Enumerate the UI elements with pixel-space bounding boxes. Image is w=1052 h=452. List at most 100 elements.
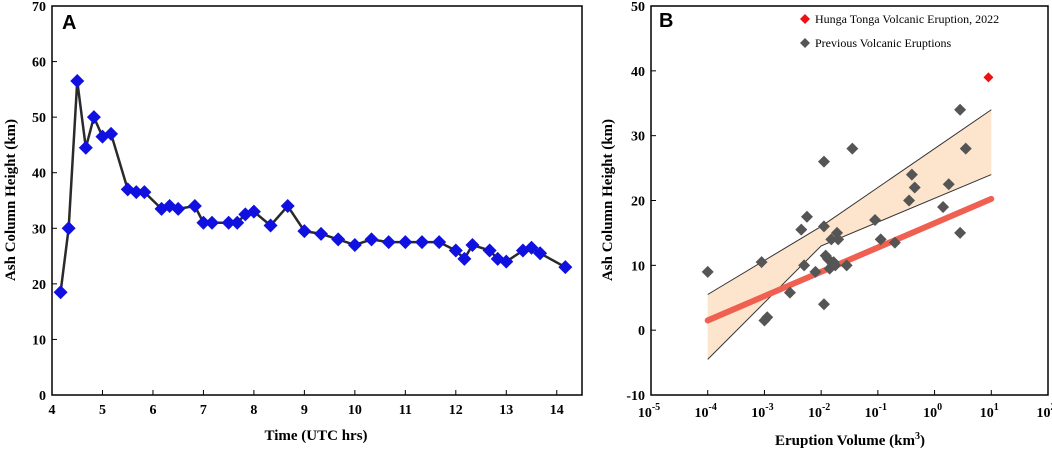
panel-a-data-point <box>263 218 278 233</box>
previous-eruption-point <box>908 181 921 194</box>
legend-label-previous: Previous Volcanic Eruptions <box>815 36 952 50</box>
panel-b-y-tick-label: 40 <box>631 65 645 80</box>
panel-b-y-tick-label: 50 <box>631 0 645 15</box>
panel-a-y-ticks: 0 10 20 30 40 50 60 70 <box>32 0 57 404</box>
panel-a-data-point <box>457 251 472 266</box>
panel-a-x-tick-label: 11 <box>399 403 412 418</box>
panel-a-x-tick-label: 9 <box>301 403 308 418</box>
panel-a-x-tick-label: 7 <box>200 403 207 418</box>
previous-eruption-point <box>798 259 811 272</box>
previous-eruption-point <box>840 259 853 272</box>
panel-a-data-point <box>347 237 362 252</box>
panel-a-data-point <box>533 246 548 261</box>
panel-a-data-point <box>196 215 211 230</box>
panel-a-data-point <box>414 235 429 250</box>
panel-b-y-ticks: -10 0 10 20 30 40 50 <box>626 0 656 404</box>
panel-a-data-point <box>137 185 152 200</box>
panel-a-data-point <box>465 237 480 252</box>
previous-eruption-point <box>817 298 830 311</box>
panel-a-data-point <box>314 226 329 241</box>
panel-a-y-axis-label: Ash Column Height (km) <box>3 119 19 281</box>
panel-a-x-tick-label: 8 <box>250 403 257 418</box>
previous-eruption-points <box>701 103 972 327</box>
panel-b-x-axis-label: Eruption Volume (km3) <box>775 431 925 449</box>
previous-eruption-point <box>869 213 882 226</box>
panel-a-data-point <box>187 199 202 214</box>
previous-eruption-point <box>755 256 768 269</box>
panel-b-x-tick-label: 10-1 <box>865 402 887 421</box>
panel-a-data-point <box>381 235 396 250</box>
panel-a-data-point <box>331 232 346 247</box>
panel-b: B -10 0 10 20 30 40 50 10-5 10-4 10-3 10-2 10-1 100… <box>600 0 1052 449</box>
previous-eruption-point <box>888 236 901 249</box>
panel-a-y-tick-label: 40 <box>32 167 46 182</box>
panel-b-x-tick-label: 102 <box>1037 402 1052 421</box>
confidence-band-lower-edge <box>707 174 992 360</box>
panel-b-y-tick-label: 30 <box>631 130 645 145</box>
previous-eruption-point <box>832 233 845 246</box>
panel-a-data-point <box>205 215 220 230</box>
panel-a-data-point <box>524 240 539 255</box>
panel-a-data-point <box>104 126 119 141</box>
panel-a-x-axis-label: Time (UTC hrs) <box>264 428 367 444</box>
legend-label-hunga-tonga: Hunga Tonga Volcanic Eruption, 2022 <box>815 12 999 26</box>
previous-eruption-point <box>937 200 950 213</box>
previous-eruption-point <box>829 259 842 272</box>
legend-marker-previous <box>800 38 810 48</box>
panel-a-label: A <box>62 12 76 34</box>
panel-a-frame <box>51 5 583 396</box>
panel-a-data-point <box>86 110 101 125</box>
panel-a-data-point <box>398 235 413 250</box>
panel-a-y-tick-label: 70 <box>32 0 46 15</box>
panel-a: A 0 10 20 30 40 50 60 70 4 5 6 7 8 9 10 11 12 13 14 Time … <box>3 0 583 444</box>
panel-a-data-point <box>364 232 379 247</box>
panel-a-data-point <box>61 221 76 236</box>
panel-b-y-tick-label: 10 <box>631 259 645 274</box>
previous-eruption-point <box>825 233 838 246</box>
legend: Hunga Tonga Volcanic Eruption, 2022 Prev… <box>800 12 999 50</box>
panel-a-x-tick-label: 6 <box>149 403 156 418</box>
panel-a-x-tick-label: 10 <box>348 403 362 418</box>
panel-a-data-point <box>221 215 236 230</box>
panel-b-y-tick-label: -10 <box>626 389 645 404</box>
panel-a-data-point <box>53 285 68 300</box>
confidence-band <box>707 109 992 360</box>
previous-eruption-point <box>809 265 822 278</box>
previous-eruption-point <box>942 178 955 191</box>
panel-b-x-tick-label: 100 <box>923 402 942 421</box>
panel-a-data-point <box>448 243 463 258</box>
hunga-tonga-point <box>983 72 994 83</box>
previous-eruption-point <box>783 286 796 299</box>
panel-b-label: B <box>659 10 673 32</box>
panel-a-data-point <box>129 185 144 200</box>
panel-a-data-point <box>297 224 312 239</box>
panel-a-y-tick-label: 10 <box>32 333 46 348</box>
panel-a-y-tick-label: 50 <box>32 111 46 126</box>
panel-a-data-point <box>246 204 261 219</box>
panel-b-x-tick-label: 10-4 <box>695 402 717 421</box>
previous-eruption-point <box>701 265 714 278</box>
panel-a-x-tick-label: 5 <box>99 403 106 418</box>
regression-line <box>704 195 995 324</box>
panel-b-x-tick-label: 101 <box>980 402 999 421</box>
previous-eruption-point <box>800 210 813 223</box>
panel-b-y-axis-label: Ash Column Height (km) <box>600 119 616 281</box>
previous-eruption-point <box>954 103 967 116</box>
panel-a-x-tick-label: 14 <box>550 403 564 418</box>
previous-eruption-point <box>758 314 771 327</box>
panel-b-x-tick-label: 10-5 <box>638 402 660 421</box>
previous-eruption-point <box>874 233 887 246</box>
panel-a-y-tick-label: 30 <box>32 222 46 237</box>
panel-b-y-tick-label: 0 <box>638 324 645 339</box>
panel-a-data-point <box>499 254 514 269</box>
panel-a-y-tick-label: 0 <box>39 389 46 404</box>
panel-a-data-point <box>280 199 295 214</box>
panel-a-data-point <box>482 243 497 258</box>
previous-eruption-point <box>846 142 859 155</box>
previous-eruption-point <box>817 155 830 168</box>
panel-a-data-point <box>230 215 245 230</box>
panel-b-x-tick-label: 10-2 <box>808 402 830 421</box>
previous-eruption-point <box>954 226 967 239</box>
panel-a-x-tick-label: 13 <box>499 403 513 418</box>
panel-a-data-point <box>78 140 93 155</box>
